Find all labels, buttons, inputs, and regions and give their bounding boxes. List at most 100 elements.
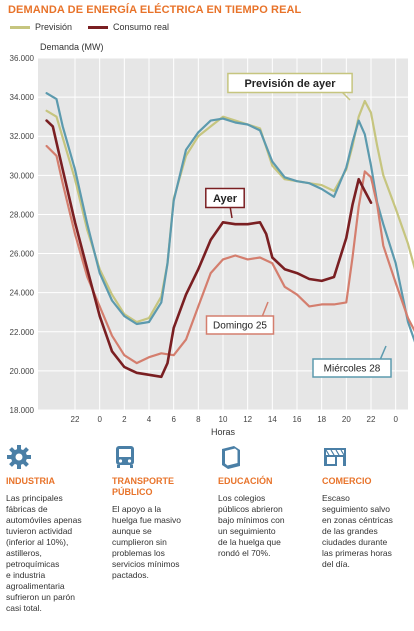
legend-swatch-prevision bbox=[10, 25, 30, 29]
y-tick-label: 26.000 bbox=[10, 250, 35, 259]
text-line: un seguimiento bbox=[218, 526, 276, 536]
category-text: Escaso seguimiento salvo en zonas céntri… bbox=[322, 493, 414, 570]
category-text: Los colegios públicos abrieron bajo míni… bbox=[218, 493, 318, 559]
x-tick-label: 22 bbox=[367, 415, 376, 424]
text-line: seguimiento salvo bbox=[322, 504, 391, 514]
category-transporte: TRANSPORTE PÚBLICO El apoyo a la huelga … bbox=[112, 444, 212, 581]
text-line: aunque se bbox=[112, 526, 152, 536]
y-tick-label: 28.000 bbox=[10, 210, 35, 219]
series-line-ayer bbox=[45, 119, 373, 379]
text-line: tuvieron actividad bbox=[6, 526, 73, 536]
annotation-box bbox=[227, 72, 353, 94]
x-tick-label: 10 bbox=[219, 415, 228, 424]
text-line: El apoyo a la bbox=[112, 504, 162, 514]
legend-swatch-consumo bbox=[88, 25, 109, 29]
x-tick-label: 6 bbox=[171, 415, 176, 424]
category-educacion: EDUCACIÓN Los colegios públicos abrieron… bbox=[218, 444, 318, 559]
legend: Previsión Consumo real bbox=[10, 22, 185, 32]
text-line: problemas los bbox=[112, 548, 165, 558]
annotation-label: Ayer bbox=[213, 193, 238, 205]
text-line: sufrieron un parón bbox=[6, 592, 75, 602]
text-line: las primeras horas bbox=[322, 548, 392, 558]
y-tick-label: 18.000 bbox=[10, 406, 35, 415]
annotation-label: Previsión de ayer bbox=[244, 78, 336, 90]
y-tick-label: 24.000 bbox=[10, 289, 35, 298]
series-line-domingo-25 bbox=[45, 144, 414, 365]
legend-item-consumo: Consumo real bbox=[88, 22, 169, 32]
text-line: de la huelga que bbox=[218, 537, 281, 547]
y-tick-label: 32.000 bbox=[10, 132, 35, 141]
y-tick-label: 22.000 bbox=[10, 328, 35, 337]
text-line: huelga fue masivo bbox=[112, 515, 181, 525]
category-title-line: PÚBLICO bbox=[112, 487, 153, 497]
x-axis-label: Horas bbox=[211, 427, 236, 437]
text-line: en zonas céntricas bbox=[322, 515, 393, 525]
category-title: INDUSTRIA bbox=[6, 476, 106, 487]
annotation-label: Domingo 25 bbox=[213, 321, 267, 332]
series-line-mi-rcoles-28 bbox=[45, 92, 414, 343]
text-line: Escaso bbox=[322, 493, 350, 503]
book-icon bbox=[218, 444, 244, 470]
x-tick-label: 12 bbox=[243, 415, 252, 424]
text-line: automóviles apenas bbox=[6, 515, 82, 525]
x-tick-label: 0 bbox=[393, 415, 398, 424]
line-chart: 36.000 34.000 32.000 30.000 28.000 26.000 24.0… bbox=[10, 54, 414, 437]
annotation-box bbox=[205, 315, 275, 335]
category-title: EDUCACIÓN bbox=[218, 476, 318, 487]
category-title: COMERCIO bbox=[322, 476, 414, 487]
shop-icon bbox=[322, 444, 348, 470]
chart-title: DEMANDA DE ENERGÍA ELÉCTRICA EN TIEMPO R… bbox=[8, 4, 302, 16]
text-line: bajo mínimos con bbox=[218, 515, 285, 525]
category-text: El apoyo a la huelga fue masivo aunque s… bbox=[112, 504, 212, 581]
y-tick-label: 30.000 bbox=[10, 171, 35, 180]
x-tick-label: 20 bbox=[342, 415, 351, 424]
x-tick-label: 18 bbox=[317, 415, 326, 424]
bus-icon bbox=[112, 444, 138, 470]
text-line: e industria bbox=[6, 570, 46, 580]
text-line: ciudades durante bbox=[322, 537, 388, 547]
text-line: públicos abrieron bbox=[218, 504, 283, 514]
y-axis-label: Demanda (MW) bbox=[40, 42, 104, 52]
text-line: Las principales bbox=[6, 493, 63, 503]
text-line: pactados. bbox=[112, 570, 149, 580]
annotation-label: Miércoles 28 bbox=[324, 364, 381, 375]
legend-label-consumo: Consumo real bbox=[113, 22, 170, 32]
category-title-line: COMERCIO bbox=[322, 476, 372, 486]
text-line: cumplieron sin bbox=[112, 537, 167, 547]
y-tick-label: 36.000 bbox=[10, 54, 35, 63]
x-tick-label: 16 bbox=[293, 415, 302, 424]
x-tick-label: 2 bbox=[122, 415, 127, 424]
category-industria: INDUSTRIA Las principales fábricas de au… bbox=[6, 444, 106, 614]
annotation-box bbox=[205, 187, 245, 209]
text-line: servicios mínimos bbox=[112, 559, 180, 569]
text-line: (inferior al 10%), bbox=[6, 537, 69, 547]
category-title: TRANSPORTE PÚBLICO bbox=[112, 476, 212, 498]
category-title-line: EDUCACIÓN bbox=[218, 476, 273, 486]
x-tick-label: 0 bbox=[97, 415, 102, 424]
text-line: del día. bbox=[322, 559, 350, 569]
category-comercio: COMERCIO Escaso seguimiento salvo en zon… bbox=[322, 444, 414, 570]
text-line: astilleros, bbox=[6, 548, 42, 558]
annotation-box bbox=[312, 358, 392, 378]
legend-item-prevision: Previsión bbox=[10, 22, 72, 32]
category-title-line: TRANSPORTE bbox=[112, 476, 175, 486]
category-title-line: INDUSTRIA bbox=[6, 476, 55, 486]
x-tick-label: 14 bbox=[268, 415, 277, 424]
text-line: casi total. bbox=[6, 603, 42, 613]
gear-icon bbox=[6, 444, 32, 470]
text-line: de las grandes bbox=[322, 526, 378, 536]
text-line: agroalimentaria bbox=[6, 581, 65, 591]
x-tick-label: 8 bbox=[196, 415, 201, 424]
category-text: Las principales fábricas de automóviles … bbox=[6, 493, 106, 614]
text-line: Los colegios bbox=[218, 493, 266, 503]
x-tick-label: 4 bbox=[147, 415, 152, 424]
y-tick-label: 34.000 bbox=[10, 93, 35, 102]
text-line: fábricas de bbox=[6, 504, 48, 514]
x-tick-label: 22 bbox=[71, 415, 80, 424]
text-line: petroquímicas bbox=[6, 559, 60, 569]
y-tick-label: 20.000 bbox=[10, 367, 35, 376]
text-line: rondó el 70%. bbox=[218, 548, 271, 558]
annotation-leader bbox=[261, 301, 269, 318]
legend-label-prevision: Previsión bbox=[35, 22, 73, 32]
annotation-leader bbox=[379, 345, 387, 361]
